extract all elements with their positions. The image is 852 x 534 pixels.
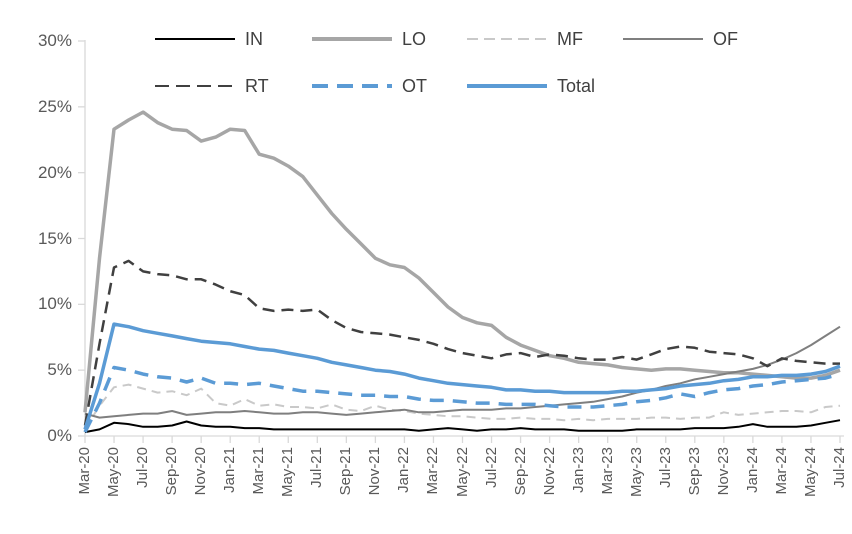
x-axis-label: Jul-21 [308, 447, 326, 488]
x-axis-label: Mar-22 [424, 447, 442, 495]
x-axis-label: Sep-23 [685, 447, 703, 496]
legend-label-total: Total [557, 76, 596, 96]
y-axis-label: 10% [37, 294, 72, 314]
legend-swatch-ot [312, 84, 392, 88]
x-axis-label: May-21 [279, 447, 297, 498]
x-axis-label: Mar-21 [250, 447, 268, 495]
x-axis-label: Jan-24 [743, 447, 761, 493]
series-line-of [84, 325, 841, 419]
y-axis-label: 5% [47, 360, 72, 380]
x-axis-label: Jul-20 [134, 447, 152, 488]
x-axis-label: Sep-22 [511, 447, 529, 496]
x-axis-label: May-24 [801, 447, 819, 498]
legend-swatch-total [467, 84, 547, 88]
legend-item-total: Total [467, 75, 595, 97]
y-axis-label: 25% [37, 96, 72, 116]
series-line-total [83, 322, 841, 430]
x-axis-label: Nov-23 [714, 447, 732, 496]
x-axis-label: Jul-24 [831, 447, 848, 488]
x-axis-label: Jan-21 [221, 447, 239, 493]
legend-swatch-of [623, 38, 703, 40]
y-axis-label: 0% [47, 426, 72, 445]
legend-swatch-rt [155, 84, 235, 88]
y-axis-label: 15% [37, 228, 72, 248]
legend-item-lo: LO [312, 28, 426, 50]
series-line-in [84, 419, 841, 434]
legend-label-rt: RT [245, 76, 269, 96]
y-axis-label: 20% [37, 162, 72, 182]
x-axis-label: Sep-20 [163, 447, 181, 496]
x-axis-label: Jul-22 [482, 447, 500, 488]
x-axis-label: Mar-24 [772, 447, 790, 495]
x-axis-label: May-23 [627, 447, 645, 498]
x-axis-label: Sep-21 [337, 447, 355, 496]
legend-label-in: IN [245, 29, 263, 49]
x-axis-label: Nov-20 [192, 447, 210, 496]
legend-item-mf: MF [467, 28, 583, 50]
x-axis-label: Jul-23 [656, 447, 674, 488]
legend-swatch-mf [467, 38, 547, 40]
legend-item-rt: RT [155, 75, 269, 97]
series-line-ot [83, 365, 841, 433]
x-axis-label: Mar-20 [76, 447, 93, 495]
legend-item-in: IN [155, 28, 263, 50]
x-axis-label: May-20 [105, 447, 123, 498]
legend-item-ot: OT [312, 75, 427, 97]
y-axis-label: 30% [37, 31, 72, 50]
x-axis-label: Jan-23 [569, 447, 587, 493]
x-axis-label: Jan-22 [395, 447, 413, 493]
x-axis-label: May-22 [453, 447, 471, 498]
series-line-mf [84, 383, 841, 430]
legend-label-ot: OT [402, 76, 427, 96]
legend-label-lo: LO [402, 29, 427, 49]
legend-label-of: OF [713, 29, 738, 49]
series-line-lo [83, 110, 841, 413]
legend-swatch-lo [312, 37, 392, 41]
legend-item-of: OF [623, 28, 738, 50]
x-axis-label: Nov-21 [366, 447, 384, 496]
series-line-rt [83, 259, 840, 426]
x-axis-label: Nov-22 [540, 447, 558, 496]
x-axis-label: Mar-23 [598, 447, 616, 495]
legend-swatch-in [155, 38, 235, 40]
legend-label-mf: MF [557, 29, 583, 49]
